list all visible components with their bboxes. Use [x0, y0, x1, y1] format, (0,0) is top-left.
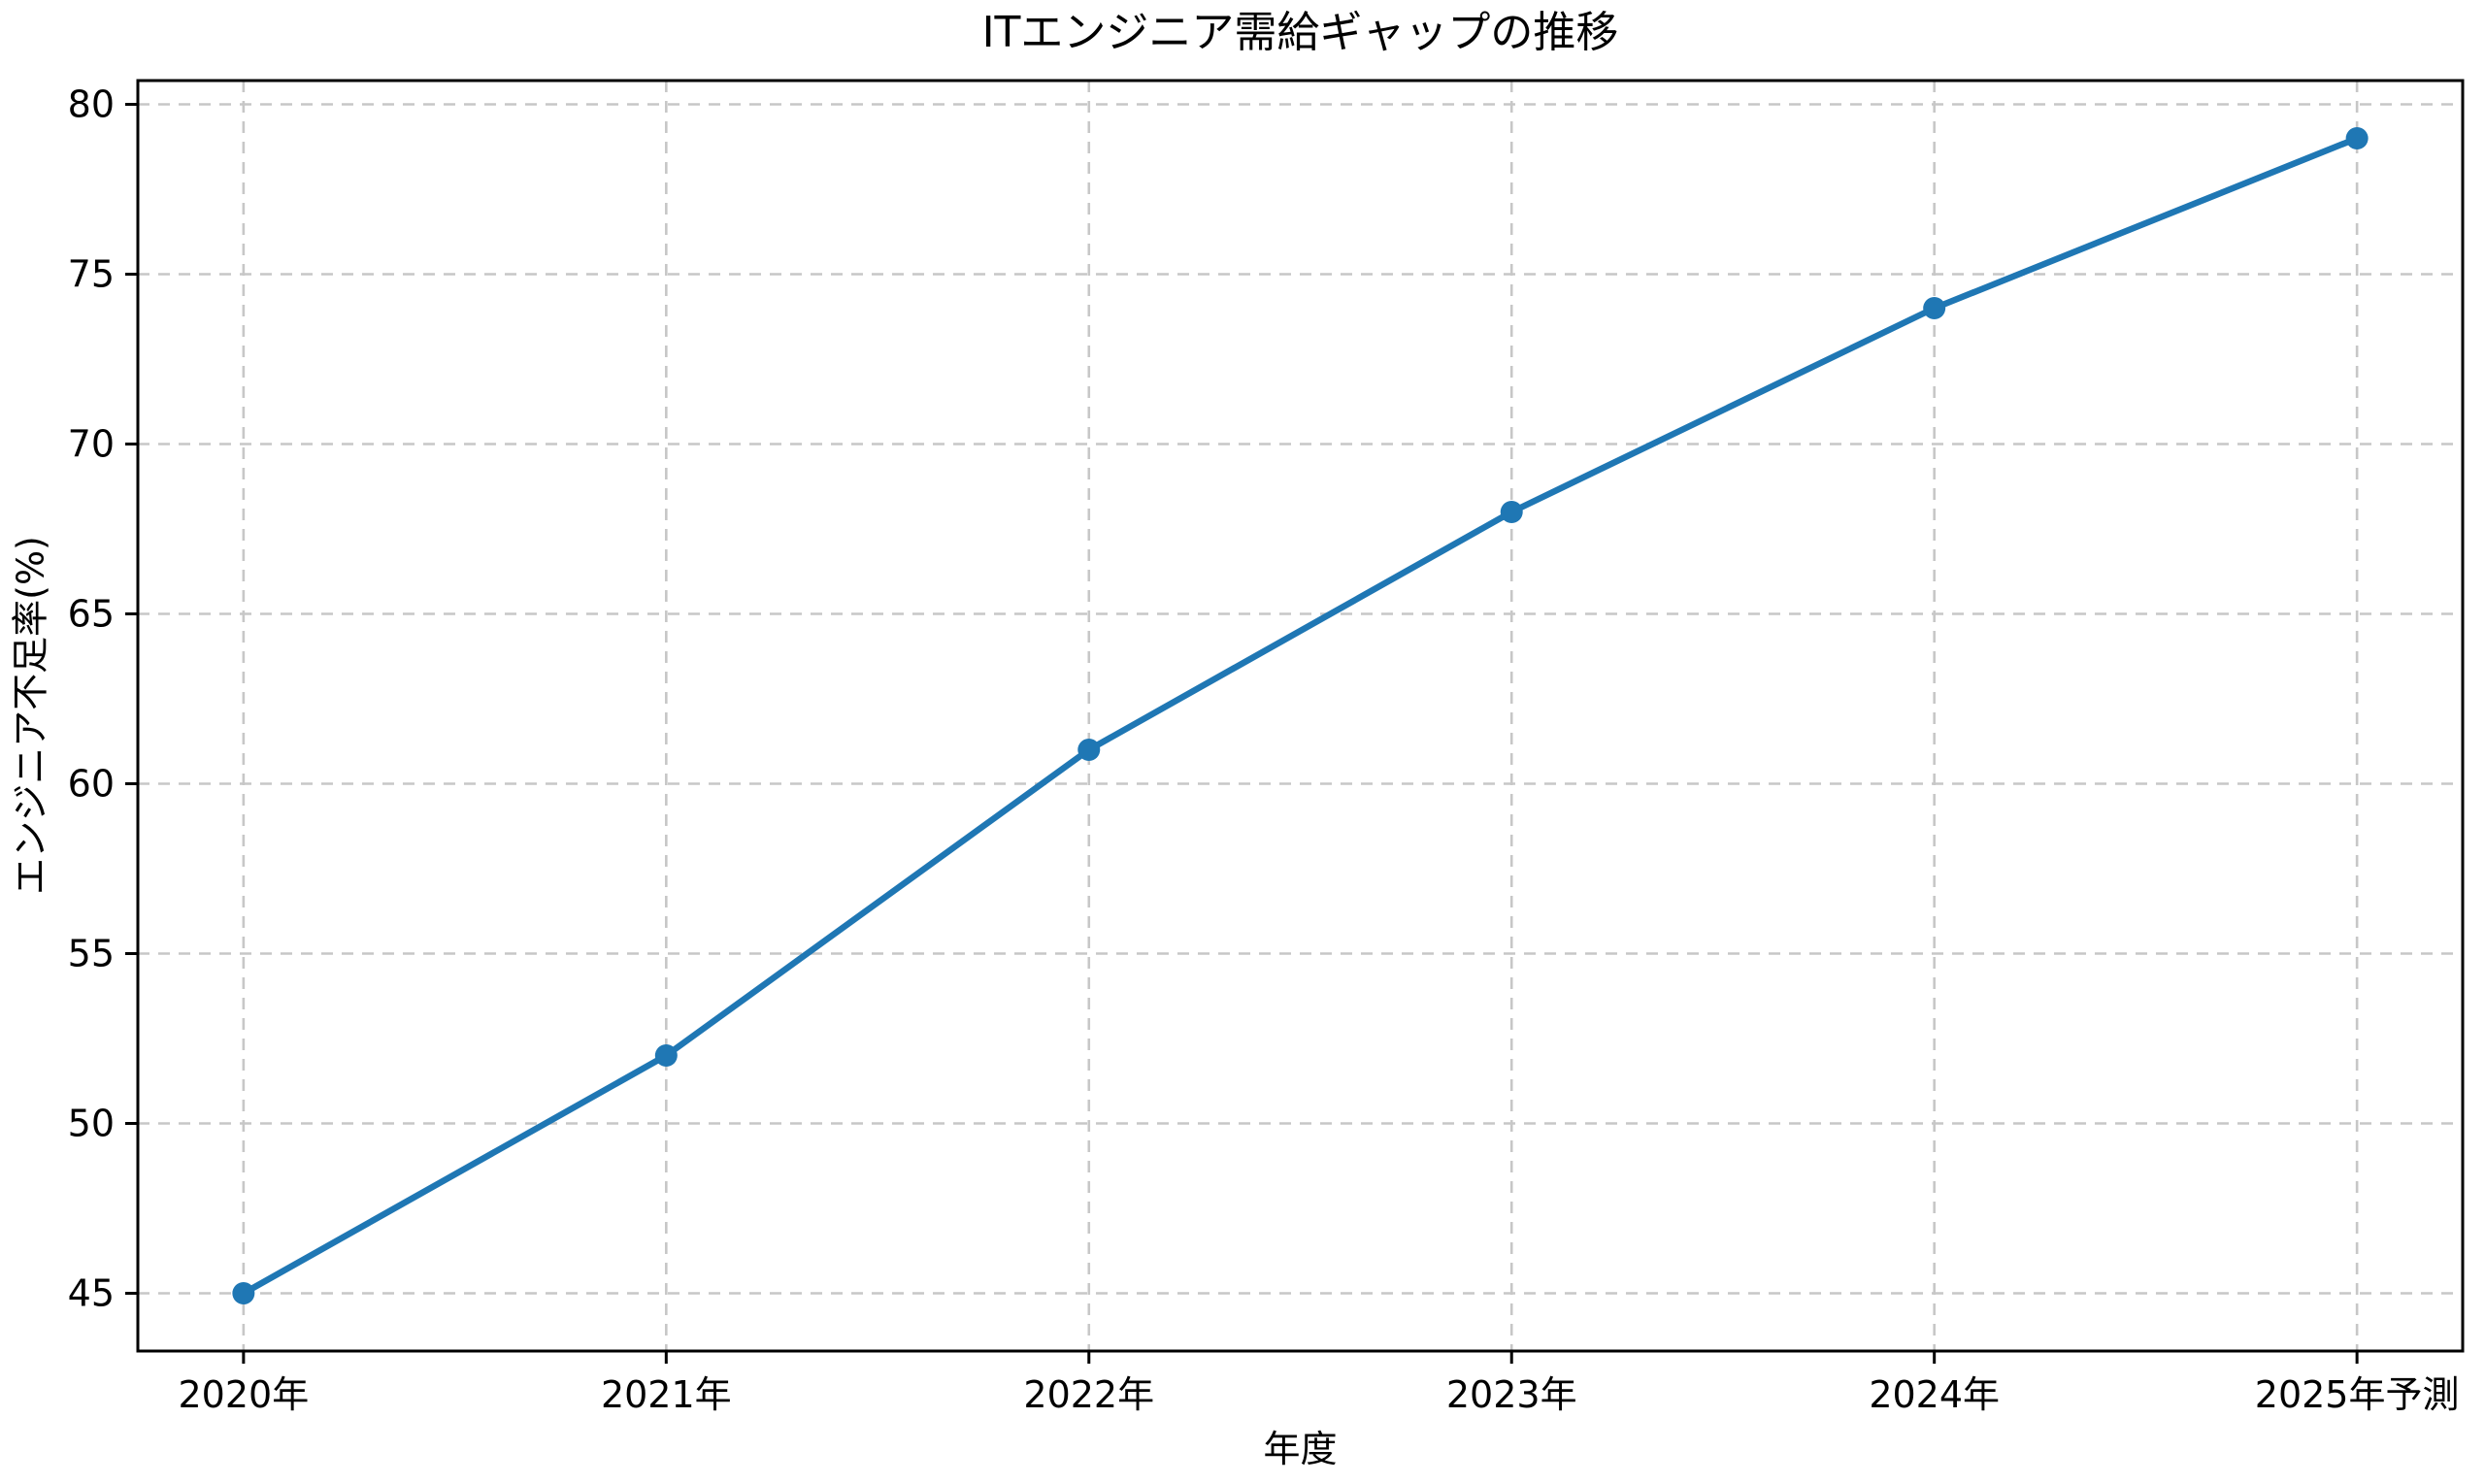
data-point [232, 1282, 255, 1304]
y-tick-label: 50 [68, 1103, 115, 1145]
y-tick-label: 75 [68, 253, 115, 296]
x-axis-label: 年度 [1263, 1428, 1338, 1470]
y-tick-label: 80 [68, 83, 115, 126]
trend-line [240, 135, 2361, 1297]
x-tick-label: 2021年 [601, 1373, 732, 1416]
y-tick-label: 55 [68, 933, 115, 975]
data-point [1077, 739, 1101, 761]
x-tick-label: 2023年 [1446, 1373, 1577, 1416]
data-point [1923, 297, 1946, 319]
y-tick-label: 65 [68, 593, 115, 636]
x-tick-label: 2025年予測 [2255, 1373, 2460, 1416]
chart-title: ITエンジニア需給ギャップの推移 [981, 8, 1619, 57]
y-tick-label: 70 [68, 423, 115, 466]
y-tick-label: 45 [68, 1272, 115, 1315]
axes-frame [136, 79, 2465, 1353]
data-point [654, 1044, 678, 1067]
x-tick-label: 2024年 [1869, 1373, 2000, 1416]
data-point [2345, 127, 2369, 149]
y-tick-label: 60 [68, 763, 115, 806]
x-tick-label: 2020年 [179, 1373, 310, 1416]
x-tick-label: 2022年 [1023, 1373, 1154, 1416]
data-point [1500, 501, 1523, 523]
